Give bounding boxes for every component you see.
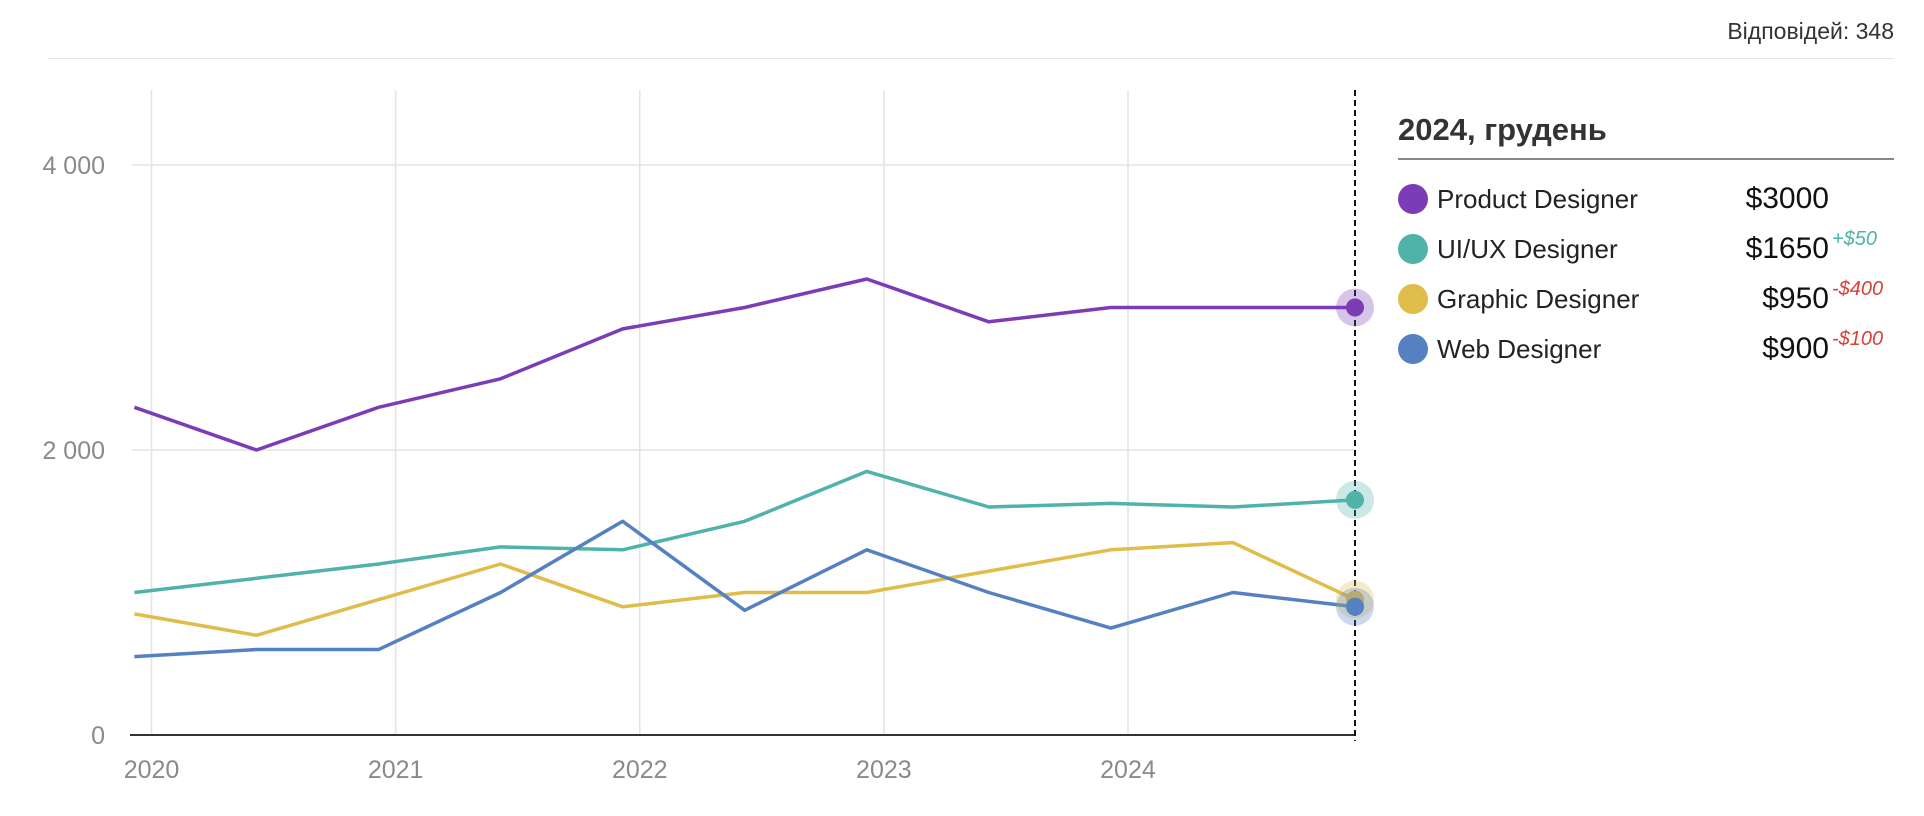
legend-delta: +$50	[1832, 228, 1878, 250]
series-line	[134, 469, 1356, 595]
legend-delta: -$100	[1832, 328, 1884, 350]
legend-swatch	[1398, 234, 1428, 264]
legend-value: $950	[1762, 282, 1829, 315]
series-marker	[1346, 490, 1364, 509]
legend-value: $900	[1762, 332, 1829, 365]
legend-label: UI/UX Designer	[1437, 233, 1618, 264]
y-tick-label: 4 000	[42, 152, 105, 180]
y-tick-label: 2 000	[42, 437, 105, 465]
x-tick-label: 2020	[124, 756, 180, 784]
responses-count: Відповідей: 348	[1727, 18, 1894, 44]
legend-item: Product Designer $3000	[1398, 174, 1894, 224]
legend-delta: -$400	[1832, 278, 1884, 300]
legend-label: Graphic Designer	[1437, 283, 1640, 314]
legend-value: $3000	[1745, 182, 1829, 215]
legend-swatch	[1398, 184, 1428, 214]
legend-item: UI/UX Designer $1650 +$50	[1398, 224, 1894, 274]
series-line	[134, 519, 1356, 659]
legend-item: Graphic Designer $950 -$400	[1398, 274, 1894, 324]
legend-value: $1650	[1745, 232, 1829, 265]
series-marker	[1346, 298, 1364, 317]
top-divider	[48, 58, 1894, 59]
y-tick-label: 0	[91, 722, 105, 750]
legend-list: Product Designer $3000 UI/UX Designer $1650…	[1398, 174, 1894, 374]
legend-swatch	[1398, 284, 1428, 314]
x-tick-label: 2022	[612, 756, 668, 784]
legend-title: 2024, грудень	[1398, 112, 1894, 160]
series-line	[134, 540, 1356, 638]
series-line	[133, 277, 1355, 452]
x-tick-label: 2024	[1100, 756, 1156, 784]
x-tick-label: 2023	[856, 756, 912, 784]
legend-item: Web Designer $900 -$100	[1398, 324, 1894, 374]
legend-swatch	[1398, 334, 1428, 364]
legend-label: Web Designer	[1437, 333, 1602, 364]
series-marker	[1346, 597, 1364, 616]
legend-panel: 2024, грудень Product Designer $3000 UI/UX…	[1398, 112, 1894, 374]
legend-label: Product Designer	[1437, 183, 1638, 214]
x-tick-label: 2021	[368, 756, 424, 784]
